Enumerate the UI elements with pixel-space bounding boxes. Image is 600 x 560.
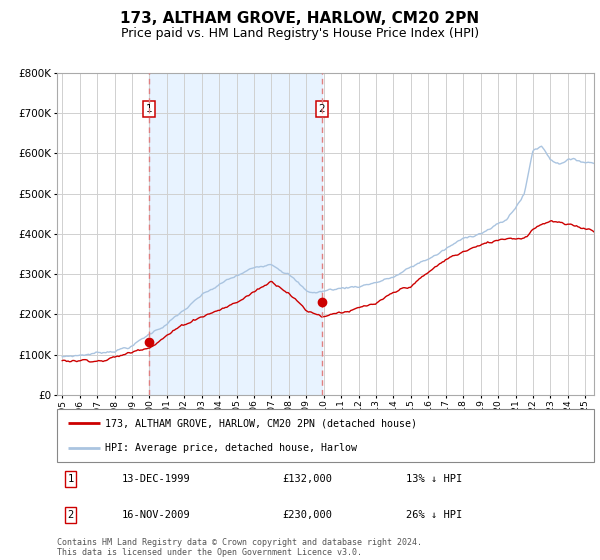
Text: 16-NOV-2009: 16-NOV-2009 [121,510,190,520]
Text: £230,000: £230,000 [283,510,332,520]
Text: 13% ↓ HPI: 13% ↓ HPI [406,474,463,484]
Text: 173, ALTHAM GROVE, HARLOW, CM20 2PN (detached house): 173, ALTHAM GROVE, HARLOW, CM20 2PN (det… [106,418,418,428]
Text: 1: 1 [145,104,152,114]
Text: 1: 1 [67,474,74,484]
Text: 2: 2 [67,510,74,520]
Text: 2: 2 [319,104,325,114]
Text: 173, ALTHAM GROVE, HARLOW, CM20 2PN: 173, ALTHAM GROVE, HARLOW, CM20 2PN [121,11,479,26]
Text: 13-DEC-1999: 13-DEC-1999 [121,474,190,484]
FancyBboxPatch shape [57,409,594,462]
Bar [149,73,322,395]
Text: £132,000: £132,000 [283,474,332,484]
Text: Price paid vs. HM Land Registry's House Price Index (HPI): Price paid vs. HM Land Registry's House … [121,27,479,40]
Text: 26% ↓ HPI: 26% ↓ HPI [406,510,463,520]
Text: Contains HM Land Registry data © Crown copyright and database right 2024.
This d: Contains HM Land Registry data © Crown c… [57,538,422,557]
Text: HPI: Average price, detached house, Harlow: HPI: Average price, detached house, Harl… [106,442,358,452]
